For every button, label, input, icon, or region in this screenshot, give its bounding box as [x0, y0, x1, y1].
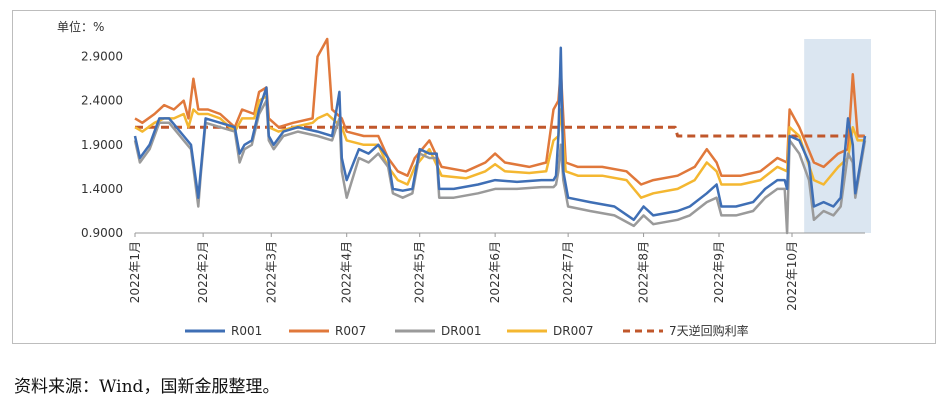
series-line	[134, 37, 865, 186]
x-tick-label: 2022年1月	[128, 241, 142, 303]
series-line	[134, 95, 865, 199]
line-chart: 单位：% 0.9000 1.4000 1.9000 2.4000 2.9000 2022…	[57, 19, 871, 338]
series-group	[133, 37, 867, 235]
y-tick-label: 1.4000	[81, 182, 123, 196]
y-tick-label: 2.9000	[81, 50, 123, 64]
unit-label: 单位：%	[57, 19, 104, 34]
x-tick-label: 2022年6月	[488, 241, 502, 303]
chart-frame: 单位：% 0.9000 1.4000 1.9000 2.4000 2.9000 2022…	[12, 10, 936, 344]
legend-label: R007	[335, 324, 366, 338]
legend-label: R001	[231, 324, 262, 338]
x-tick-label: 2022年8月	[637, 241, 651, 303]
legend: R001 R007 DR001 DR007 7天逆回购利率	[185, 323, 749, 338]
x-tick-label: 2022年9月	[712, 241, 726, 303]
legend-label: DR007	[553, 324, 593, 338]
legend-label: 7天逆回购利率	[669, 323, 749, 338]
legend-label: DR001	[441, 324, 481, 338]
series-line	[133, 46, 867, 222]
series-line	[135, 125, 865, 138]
y-tick-label: 0.9000	[81, 226, 123, 240]
x-tick-label: 2022年2月	[196, 241, 210, 303]
x-tick-label: 2022年5月	[413, 241, 427, 303]
x-axis-ticks: 2022年1月 2022年2月 2022年3月 2022年4月 2022年5月 2022年…	[128, 233, 799, 311]
y-tick-label: 2.4000	[81, 94, 123, 108]
x-tick-label: 2022年3月	[264, 241, 278, 303]
x-tick-label: 2022年4月	[340, 241, 354, 303]
y-axis-ticks: 0.9000 1.4000 1.9000 2.4000 2.9000	[81, 50, 123, 240]
source-note: 资料来源：Wind，国新金服整理。	[14, 377, 280, 397]
y-tick-label: 1.9000	[81, 138, 123, 152]
x-tick-label: 2022年7月	[561, 241, 575, 303]
x-tick-label: 2022年10月	[785, 241, 799, 311]
